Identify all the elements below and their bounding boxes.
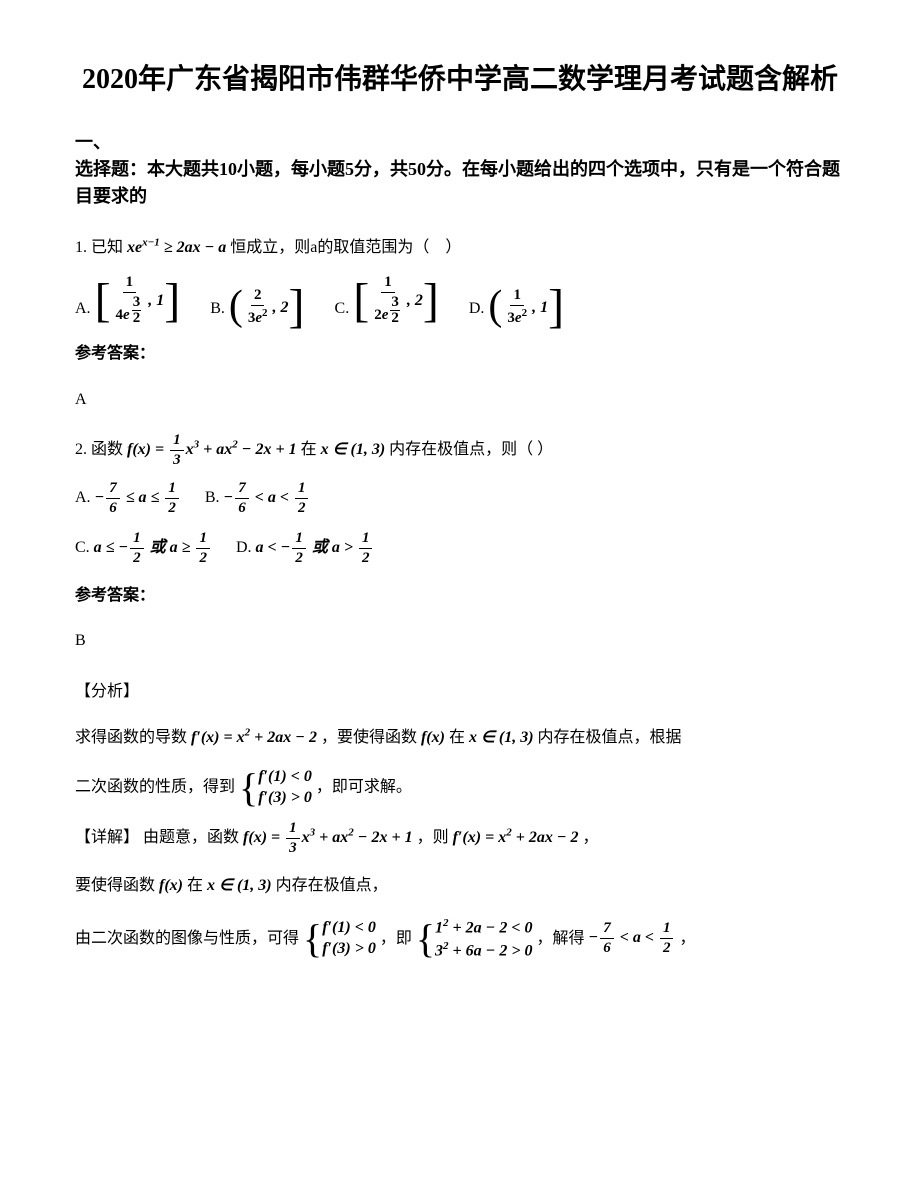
text: ，要使得函数: [321, 729, 417, 746]
case-expression: { f′(1) < 0 f′(3) > 0: [239, 767, 312, 809]
text: 由题意，函数: [143, 829, 239, 846]
q2-number: 2.: [75, 441, 87, 458]
fx-expr: f(x): [159, 877, 183, 894]
q1-expression: xex−1 ≥ 2ax − a: [127, 239, 226, 256]
option-label-a: A.: [75, 489, 91, 506]
func-expr: f(x) = 13x3 + ax2 − 2x + 1: [243, 829, 413, 846]
q1-options: A. [ 14e32 , 1 ] B. ( 23e2 , 2 ] C. [ 12…: [75, 275, 845, 326]
q2-option-a: A. −76 ≤ a ≤ 12: [75, 478, 181, 518]
section-number: 一、: [75, 129, 845, 156]
text: 内存在极值点，: [276, 877, 388, 894]
option-label-b: B.: [205, 489, 220, 506]
q2-middle: 在: [301, 441, 317, 458]
text: 二次函数的性质，得到: [75, 779, 235, 796]
q1-option-c: C. [ 12e32 , 2 ]: [335, 275, 439, 326]
question-2: 2. 函数 f(x) = 13x3 + ax2 − 2x + 1 在 x ∈ (…: [75, 432, 845, 962]
q1-option-a: A. [ 14e32 , 1 ]: [75, 275, 180, 326]
q2-function: f(x) = 13x3 + ax2 − 2x + 1: [127, 441, 297, 458]
q2-detail-p2: 要使得函数 f(x) 在 x ∈ (1, 3) 内存在极值点，: [75, 867, 845, 905]
option-label-b: B.: [210, 291, 225, 326]
text: 在: [187, 877, 203, 894]
q1-option-d: D. ( 13e2 , 1 ]: [469, 288, 564, 326]
text: ，即: [380, 929, 412, 946]
text: 在: [449, 729, 465, 746]
text: 由二次函数的图像与性质，可得: [75, 929, 299, 946]
q2-answer-label: 参考答案：: [75, 578, 845, 613]
case-expr-2: { 12 + 2a − 2 < 0 32 + 6a − 2 > 0: [416, 916, 533, 962]
q2-option-c: C. a ≤ −12 或 a ≥ 12: [75, 528, 212, 568]
result-expr: −76 < a < 12: [589, 929, 676, 946]
interval-expr: x ∈ (1, 3): [469, 729, 534, 746]
q2-options-row2: C. a ≤ −12 或 a ≥ 12 D. a < −12 或 a > 12: [75, 528, 845, 568]
option-label-d: D.: [469, 291, 485, 326]
q2-options-row1: A. −76 ≤ a ≤ 12 B. −76 < a < 12: [75, 478, 845, 518]
q2-prefix: 函数: [91, 441, 123, 458]
case-expr-1: { f′(1) < 0 f′(3) > 0: [303, 918, 376, 960]
option-label-d: D.: [236, 539, 252, 556]
section-header: 一、 选择题：本大题共10小题，每小题5分，共50分。在每小题给出的四个选项中，…: [75, 129, 845, 210]
q1-answer-label: 参考答案：: [75, 336, 845, 371]
question-1: 1. 已知 xex−1 ≥ 2ax − a 恒成立，则a的取值范围为（ ） A.…: [75, 230, 845, 417]
deriv-expr: f′(x) = x2 + 2ax − 2: [453, 829, 579, 846]
q2-analysis-label: 【分析】: [75, 674, 845, 709]
q1-answer: A: [75, 382, 845, 417]
text: ，则: [417, 829, 449, 846]
interval-expr: x ∈ (1, 3): [207, 877, 272, 894]
derivative-expr: f′(x) = x2 + 2ax − 2: [191, 729, 317, 746]
q1-option-b: B. ( 23e2 , 2 ]: [210, 288, 304, 326]
q2-suffix: 内存在极值点，则（ ）: [389, 441, 553, 458]
fx-expr: f(x): [421, 729, 445, 746]
detail-label: 【详解】: [75, 829, 139, 846]
q2-answer: B: [75, 623, 845, 658]
text: ，即可求解。: [316, 779, 412, 796]
q2-detail-p3: 由二次函数的图像与性质，可得 { f′(1) < 0 f′(3) > 0 ，即 …: [75, 916, 845, 962]
section-instructions: 选择题：本大题共10小题，每小题5分，共50分。在每小题给出的四个选项中，只有是…: [75, 156, 845, 210]
text: 要使得函数: [75, 877, 155, 894]
option-label-c: C.: [75, 539, 90, 556]
text: ，解得: [536, 929, 584, 946]
text: ，: [583, 829, 599, 846]
text: 内存在极值点，根据: [538, 729, 682, 746]
q1-suffix: 恒成立，则a的取值范围为（ ）: [230, 239, 461, 256]
option-label-a: A.: [75, 291, 91, 326]
q2-analysis-p2: 二次函数的性质，得到 { f′(1) < 0 f′(3) > 0 ，即可求解。: [75, 767, 845, 809]
q2-text: 2. 函数 f(x) = 13x3 + ax2 − 2x + 1 在 x ∈ (…: [75, 432, 845, 468]
option-label-c: C.: [335, 291, 350, 326]
q2-option-b: B. −76 < a < 12: [205, 478, 311, 518]
q1-number: 1.: [75, 239, 87, 256]
q2-detail-p1: 【详解】 由题意，函数 f(x) = 13x3 + ax2 − 2x + 1 ，…: [75, 819, 845, 857]
q1-prefix: 已知: [91, 239, 123, 256]
q2-analysis-p1: 求得函数的导数 f′(x) = x2 + 2ax − 2 ，要使得函数 f(x)…: [75, 719, 845, 757]
q1-text: 1. 已知 xex−1 ≥ 2ax − a 恒成立，则a的取值范围为（ ）: [75, 230, 845, 265]
text: ，: [679, 929, 695, 946]
q2-option-d: D. a < −12 或 a > 12: [236, 528, 375, 568]
q2-interval: x ∈ (1, 3): [321, 441, 386, 458]
document-title: 2020年广东省揭阳市伟群华侨中学高二数学理月考试题含解析: [75, 60, 845, 99]
text: 求得函数的导数: [75, 729, 187, 746]
